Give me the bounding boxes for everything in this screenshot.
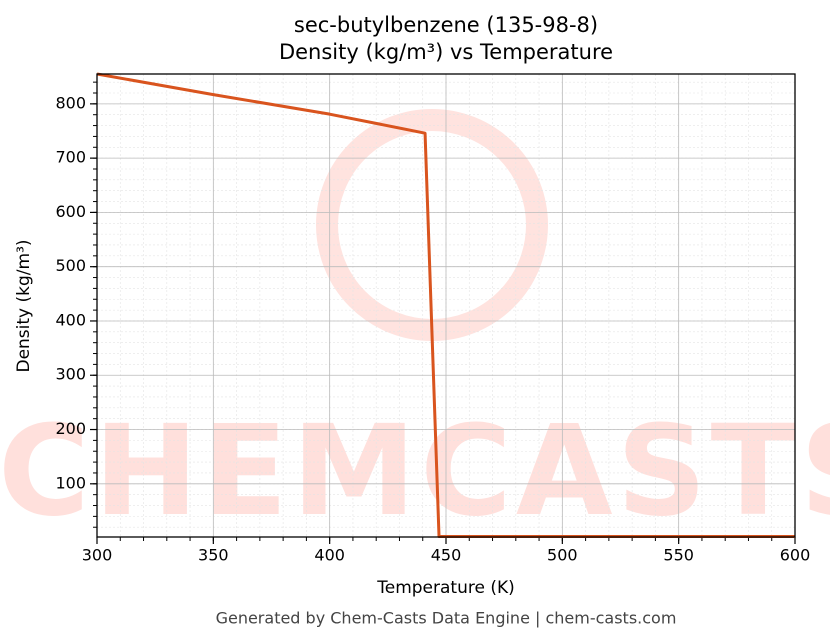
x-tick-label: 450 [431,546,462,565]
x-tick-label: 600 [780,546,811,565]
x-tick-label: 400 [314,546,345,565]
y-axis-label: Density (kg/m³) [14,239,34,372]
y-tick-label: 100 [55,473,86,492]
x-tick-label: 300 [82,546,113,565]
x-axis-label: Temperature (K) [376,578,515,598]
footer: Generated by Chem-Casts Data Engine | ch… [216,609,677,628]
y-tick-label: 500 [55,256,86,275]
x-tick-label: 500 [547,546,578,565]
watermark: CHEMCASTS [0,399,830,544]
x-tick-label: 550 [663,546,694,565]
chart-title: sec-butylbenzene (135-98-8) [294,13,598,37]
y-tick-label: 300 [55,365,86,384]
x-tick-label: 350 [198,546,229,565]
y-tick-label: 200 [55,419,86,438]
y-tick-label: 600 [55,202,86,221]
chart-subtitle: Density (kg/m³) vs Temperature [279,40,613,64]
plot-frame [96,73,796,538]
y-tick-label: 700 [55,148,86,167]
y-tick-label: 800 [55,93,86,112]
y-tick-label: 400 [55,310,86,329]
